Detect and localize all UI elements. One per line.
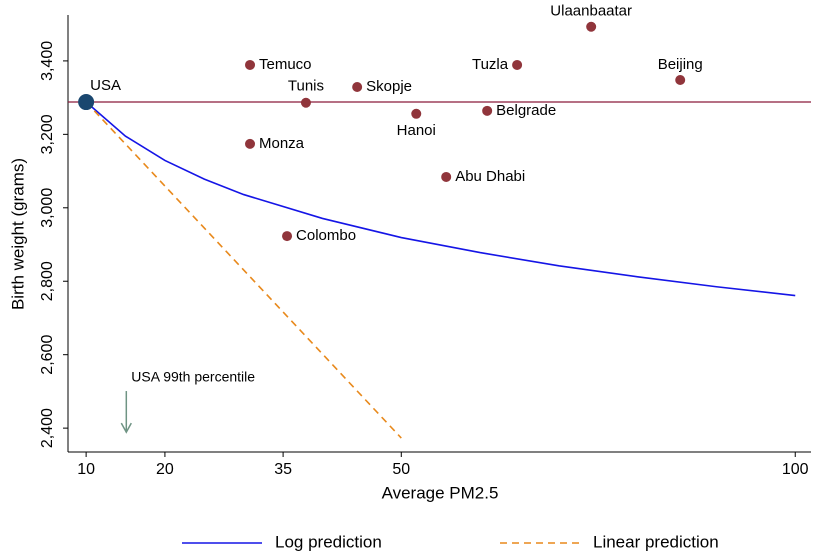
x-tick-label: 50 bbox=[392, 461, 410, 478]
prediction-line bbox=[85, 101, 796, 297]
data-point bbox=[78, 94, 95, 111]
point-label: Belgrade bbox=[496, 102, 556, 119]
y-tick-label: 3,400 bbox=[39, 41, 56, 81]
data-point bbox=[675, 74, 686, 85]
data-point bbox=[482, 105, 493, 116]
x-tick-label: 20 bbox=[156, 461, 174, 478]
point-label: USA bbox=[90, 77, 121, 94]
point-label: Tuzla bbox=[472, 56, 509, 73]
y-tick-label: 2,800 bbox=[39, 261, 56, 301]
prediction-line bbox=[85, 101, 402, 439]
y-tick-label: 3,000 bbox=[39, 188, 56, 228]
data-point bbox=[411, 108, 422, 119]
data-point bbox=[441, 171, 452, 182]
legend-label: Log prediction bbox=[275, 532, 382, 551]
point-label: Beijing bbox=[658, 56, 703, 73]
y-tick-label: 2,600 bbox=[39, 335, 56, 375]
data-point bbox=[512, 59, 523, 70]
point-label: Skopje bbox=[366, 78, 412, 95]
data-point bbox=[352, 81, 363, 92]
y-tick-label: 3,200 bbox=[39, 114, 56, 154]
legend-label: Linear prediction bbox=[593, 532, 719, 551]
y-tick-label: 2,400 bbox=[39, 408, 56, 448]
y-axis-title: Birth weight (grams) bbox=[8, 158, 27, 310]
annotation-text: USA 99th percentile bbox=[131, 369, 255, 385]
x-tick-label: 10 bbox=[77, 461, 95, 478]
x-axis-title: Average PM2.5 bbox=[382, 483, 499, 502]
data-point bbox=[245, 138, 256, 149]
data-point bbox=[300, 97, 311, 108]
x-tick-label: 100 bbox=[782, 461, 809, 478]
data-point bbox=[586, 21, 597, 32]
point-label: Tunis bbox=[288, 78, 324, 95]
point-label: Abu Dhabi bbox=[455, 168, 525, 185]
data-point bbox=[245, 59, 256, 70]
point-label: Colombo bbox=[296, 227, 356, 244]
point-label: Temuco bbox=[259, 56, 312, 73]
annotation-arrowhead bbox=[120, 422, 132, 434]
data-point bbox=[282, 231, 293, 242]
point-label: Monza bbox=[259, 135, 305, 152]
point-label: Ulaanbaatar bbox=[550, 3, 632, 20]
x-tick-label: 35 bbox=[274, 461, 292, 478]
point-label: Hanoi bbox=[397, 122, 436, 139]
